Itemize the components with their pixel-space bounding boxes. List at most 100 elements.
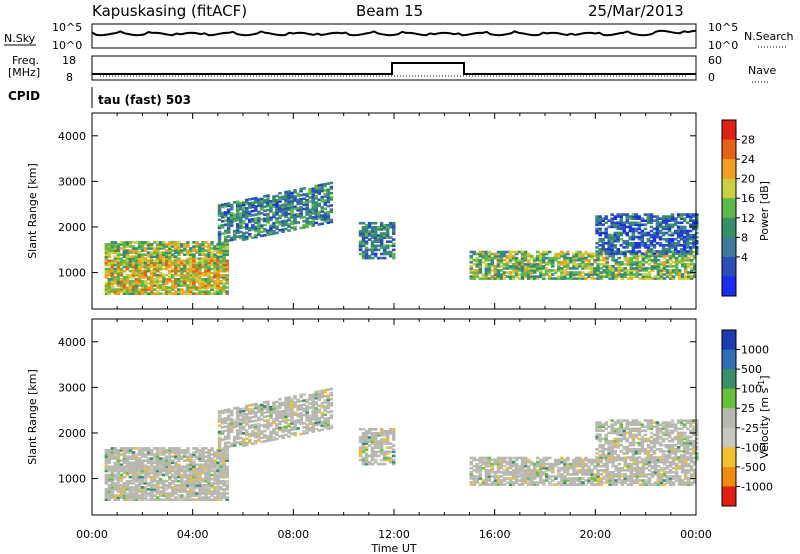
velocity-cell <box>379 448 384 452</box>
power-cell <box>604 250 608 253</box>
velocity-cell <box>236 410 240 414</box>
power-cell <box>676 225 681 229</box>
velocity-cell <box>217 414 222 417</box>
power-cell <box>667 237 672 241</box>
velocity-cell <box>278 420 282 424</box>
velocity-cell <box>158 492 163 495</box>
power-cell <box>140 286 145 289</box>
power-cell <box>168 286 172 289</box>
velocity-cell <box>186 475 190 479</box>
power-cell <box>177 273 181 277</box>
velocity-cell <box>122 498 127 501</box>
velocity-cell <box>478 466 483 470</box>
power-cell <box>542 252 546 256</box>
power-cell <box>320 216 324 219</box>
power-cell <box>682 225 687 229</box>
velocity-cell <box>125 451 130 454</box>
velocity-cell <box>180 451 184 454</box>
velocity-cell <box>104 467 109 471</box>
velocity-cell <box>266 425 270 428</box>
power-cell <box>107 245 112 248</box>
velocity-cell <box>131 473 136 477</box>
velocity-cell <box>189 475 193 479</box>
power-cell <box>222 247 226 250</box>
power-cell <box>180 269 184 273</box>
power-cell <box>140 288 145 291</box>
power-cell <box>673 244 678 247</box>
power-cell <box>281 211 285 215</box>
velocity-cell <box>137 477 142 481</box>
velocity-cell <box>557 481 561 484</box>
power-cell <box>676 235 681 239</box>
power-cell <box>361 256 366 260</box>
velocity-cell <box>216 469 220 473</box>
power-cell <box>599 273 603 276</box>
power-cell <box>287 208 291 212</box>
power-cell <box>125 253 130 256</box>
velocity-cell <box>128 465 133 469</box>
power-cell <box>122 241 127 244</box>
power-cell <box>242 232 246 235</box>
power-cell <box>361 250 366 254</box>
velocity-cell <box>290 418 294 421</box>
velocity-cell <box>499 471 504 474</box>
velocity-cell <box>329 410 334 413</box>
velocity-cell <box>104 455 109 458</box>
velocity-cell <box>572 462 576 466</box>
power-cell <box>177 290 181 293</box>
velocity-cell <box>272 407 276 410</box>
power-cell <box>361 252 366 256</box>
power-cell <box>517 258 522 262</box>
power-cell <box>692 227 696 231</box>
power-cell <box>496 250 501 254</box>
velocity-cell <box>526 475 531 478</box>
velocity-cell <box>236 412 240 416</box>
power-cell <box>207 259 211 263</box>
velocity-cell <box>251 409 255 413</box>
power-cell <box>604 235 608 239</box>
power-cell <box>361 238 366 241</box>
power-cell <box>128 282 133 285</box>
velocity-cell <box>484 475 489 478</box>
power-cell <box>128 257 133 261</box>
power-cell <box>219 245 223 248</box>
power-cell <box>131 269 136 273</box>
power-cell <box>189 251 193 254</box>
velocity-cell <box>210 473 214 477</box>
power-cell <box>590 256 594 260</box>
power-cell <box>601 246 605 249</box>
velocity-cell <box>299 420 303 423</box>
power-cell <box>263 227 267 231</box>
velocity-cell <box>116 482 121 485</box>
power-cell <box>128 265 133 269</box>
power-cell <box>311 205 315 209</box>
power-cell <box>367 248 372 252</box>
velocity-cell <box>134 447 139 450</box>
power-cell <box>690 258 694 262</box>
velocity-cell <box>278 416 282 420</box>
power-cell <box>626 260 630 264</box>
power-cell <box>680 260 685 264</box>
velocity-cell <box>229 426 234 429</box>
power-cell <box>376 244 381 248</box>
velocity-cell <box>107 496 112 499</box>
velocity-cell <box>140 471 145 475</box>
velocity-cell <box>162 488 166 491</box>
power-cell <box>622 242 626 245</box>
power-cell <box>646 248 651 251</box>
velocity-cell <box>110 477 115 481</box>
power-cell <box>569 256 573 260</box>
velocity-cell <box>155 453 160 456</box>
velocity-cell <box>484 477 489 480</box>
power-cell <box>242 221 246 225</box>
velocity-cell <box>140 447 145 450</box>
power-cell <box>236 202 240 206</box>
power-cell <box>563 269 567 272</box>
velocity-cell <box>174 465 178 469</box>
power-cell <box>560 273 564 276</box>
power-cell <box>320 218 324 221</box>
power-cell <box>204 257 208 261</box>
power-cell <box>656 271 661 274</box>
velocity-cell <box>290 401 294 405</box>
power-cell <box>326 196 331 200</box>
